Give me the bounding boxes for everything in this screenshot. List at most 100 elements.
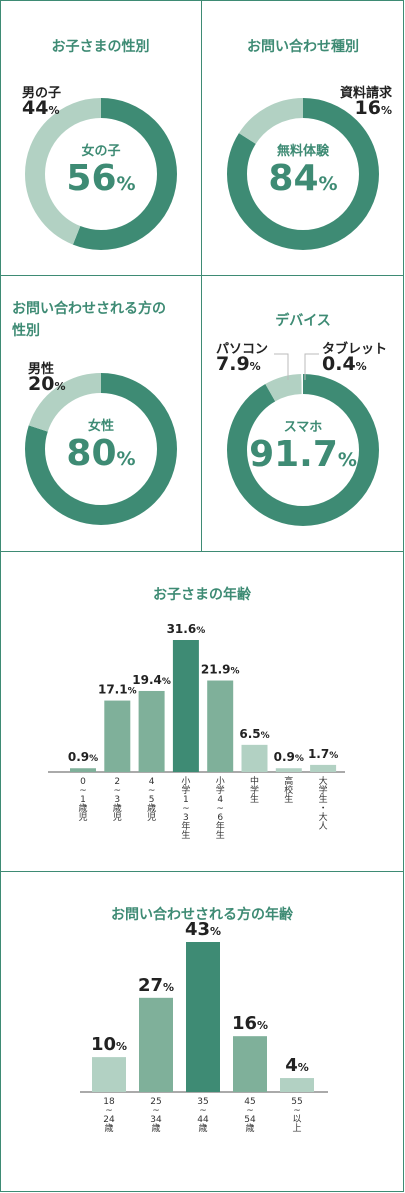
minor-unit: % <box>54 380 66 393</box>
bar-value: 27 <box>138 975 163 996</box>
bar-value-label: 0.9% <box>274 750 304 764</box>
category-label-char: 45 <box>244 1097 255 1107</box>
category-label-char: 18 <box>103 1097 115 1107</box>
bar-unit: % <box>116 1040 127 1053</box>
bar-value-label: 17.1% <box>98 683 137 697</box>
major-unit: % <box>116 448 136 470</box>
category-label-char: 1 <box>183 795 189 805</box>
bar-value: 1.7 <box>308 747 329 761</box>
category-label-char: 大 <box>319 811 328 823</box>
bar-value-label: 6.5% <box>239 727 269 741</box>
category-label-char: 34 <box>150 1115 162 1125</box>
bar <box>70 768 96 772</box>
category-label-char: 1 <box>80 795 86 805</box>
category-label-char: ~ <box>152 1106 160 1116</box>
category-label-char: ~ <box>199 1106 207 1116</box>
category-label-char: 歳 <box>245 1122 254 1134</box>
category-label-char: 学 <box>181 784 190 796</box>
bar-value-label: 19.4% <box>132 673 171 687</box>
category-label-char: 3 <box>114 795 120 805</box>
category-label-char: 25 <box>150 1097 161 1107</box>
category-label: 0 ~1 歳児 <box>78 777 87 823</box>
minor-value: 44 <box>22 97 49 119</box>
category-label: 小学 1 ~3 年生 <box>181 776 190 841</box>
category-label-char: 3 <box>183 813 189 823</box>
donut-title-line: お問い合わせされる方の <box>12 301 166 317</box>
minor-name: タブレット <box>322 342 388 357</box>
bar-svg: 10%18 ~24 歳27%25 ~34 歳43%35 ~44 歳16%45 ~54 歳4%55… <box>80 919 328 1134</box>
minor-value-line: 44% <box>22 99 102 118</box>
category-label-char: 年 <box>216 820 225 832</box>
category-label: 4 ~5 歳児 <box>147 777 156 823</box>
category-label-char: 歳 <box>113 802 122 814</box>
bar-value-label: 31.6% <box>167 622 206 636</box>
category-label-char: 生 <box>284 793 293 805</box>
bar-value-label: 1.7% <box>308 747 338 761</box>
bar-value-label: 16% <box>232 1013 268 1034</box>
minor-value: 7.9 <box>216 353 250 375</box>
category-label-char: ~ <box>79 786 87 796</box>
donut-title: デバイス <box>202 310 404 330</box>
bar <box>92 1057 126 1092</box>
category-label: 55 ~以上 <box>291 1097 302 1134</box>
bar <box>172 640 199 772</box>
donut-title-line: 性別 <box>12 323 40 339</box>
bar-unit: % <box>329 751 338 761</box>
bar-unit: % <box>128 687 137 697</box>
minor-label: パソコン 7.9% <box>216 342 306 374</box>
category-label-char: 0 <box>80 777 86 787</box>
donut-device: デバイス スマホ 91.7% パソコン 7.9% タブレット 0.4% <box>202 276 404 552</box>
major-unit: % <box>116 173 136 195</box>
category-label-char: 生 <box>216 829 225 841</box>
category-label-char: 校 <box>284 784 293 796</box>
category-label-char: 歳 <box>78 802 87 814</box>
leader-line <box>274 353 289 380</box>
donut-title: お子さまの性別 <box>0 36 201 56</box>
minor-value-line: 20% <box>28 375 108 394</box>
category-label-char: ~ <box>246 1106 254 1116</box>
category-label: 18 ~24 歳 <box>103 1097 115 1134</box>
bar-unit: % <box>162 677 171 687</box>
donut-segment-minor <box>227 374 379 526</box>
category-label-char: 5 <box>149 795 155 805</box>
category-label-char: 児 <box>113 812 122 823</box>
major-name: スマホ <box>283 420 323 435</box>
chart-title: お問い合わせされる方の年齢 <box>111 907 293 923</box>
bar-value-label: 0.9% <box>68 750 98 764</box>
donut-title: お問い合わせされる方の 性別 <box>12 298 201 342</box>
bar-value-label: 21.9% <box>201 663 240 677</box>
category-label-char: 以 <box>292 1115 301 1125</box>
major-name: 無料体験 <box>276 144 329 159</box>
minor-value: 20 <box>28 373 55 395</box>
category-label: 2 ~3 歳児 <box>113 777 122 823</box>
bar-unit: % <box>298 1061 309 1074</box>
category-label-char: 児 <box>78 812 87 823</box>
category-label-char: 小 <box>216 776 225 787</box>
bar-value-label: 27% <box>138 975 174 996</box>
minor-name: 男の子 <box>22 86 62 101</box>
bar <box>233 1036 267 1092</box>
minor-label: タブレット 0.4% <box>322 342 398 374</box>
bar <box>138 690 165 772</box>
major-value: 56 <box>66 158 117 199</box>
category-label-char: 歳 <box>151 1122 160 1134</box>
minor-unit: % <box>355 360 367 373</box>
category-label-char: ~ <box>148 786 156 796</box>
donut-title: お問い合わせ種別 <box>202 36 404 56</box>
bar <box>139 997 173 1092</box>
category-label-char: 大 <box>319 775 328 787</box>
major-unit: % <box>318 173 338 195</box>
category-label-char: 歳 <box>104 1122 113 1134</box>
category-label-char: 中 <box>250 775 259 787</box>
minor-unit: % <box>380 104 392 117</box>
category-label-char: 35 <box>197 1097 208 1107</box>
bar-value: 43 <box>185 919 210 940</box>
donut-title-line: お子さまの性別 <box>51 39 150 55</box>
bar-value: 31.6 <box>167 622 197 636</box>
category-label-char: 54 <box>244 1115 256 1125</box>
category-label: 35 ~44 歳 <box>197 1097 209 1134</box>
category-label-char: 6 <box>217 813 223 823</box>
bar <box>241 744 268 772</box>
category-label-char: 高 <box>284 775 293 787</box>
